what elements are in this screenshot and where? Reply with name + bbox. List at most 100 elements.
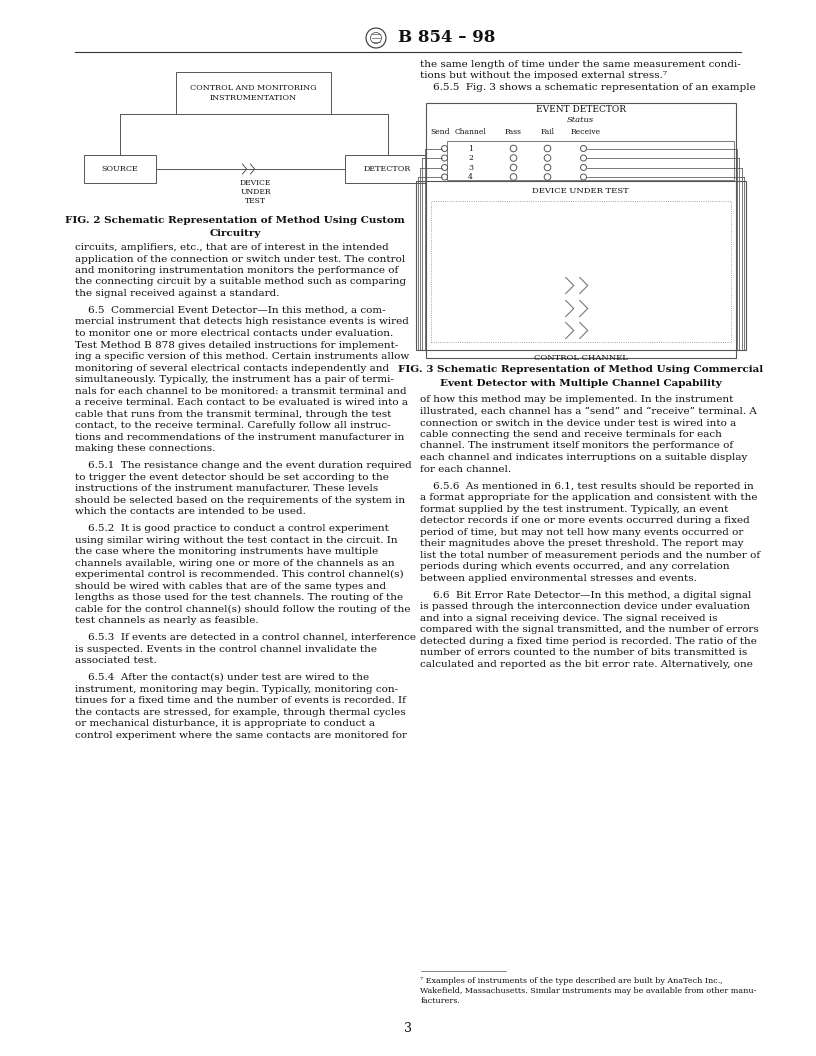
Text: Fail: Fail (540, 129, 555, 136)
Text: FIG. 3 Schematic Representation of Method Using Commercial: FIG. 3 Schematic Representation of Metho… (398, 365, 763, 375)
Text: or mechanical disturbance, it is appropriate to conduct a: or mechanical disturbance, it is appropr… (75, 719, 375, 728)
Text: format supplied by the test instrument. Typically, an event: format supplied by the test instrument. … (420, 505, 729, 513)
Text: ing a specific version of this method. Certain instruments allow: ing a specific version of this method. C… (75, 352, 410, 361)
Text: CONTROL CHANNEL: CONTROL CHANNEL (534, 355, 628, 362)
Text: detector records if one or more events occurred during a fixed: detector records if one or more events o… (420, 516, 750, 525)
Text: between applied environmental stresses and events.: between applied environmental stresses a… (420, 573, 698, 583)
Text: should be wired with cables that are of the same types and: should be wired with cables that are of … (75, 582, 386, 590)
Text: Wakefield, Massachusetts. Similar instruments may be available from other manu-: Wakefield, Massachusetts. Similar instru… (420, 986, 757, 995)
Bar (431, 202, 731, 342)
Text: FIG. 2 Schematic Representation of Method Using Custom: FIG. 2 Schematic Representation of Metho… (65, 216, 405, 225)
Text: period of time, but may not tell how many events occurred or: period of time, but may not tell how man… (420, 528, 744, 536)
Text: and into a signal receiving device. The signal received is: and into a signal receiving device. The … (420, 614, 718, 622)
Text: connection or switch in the device under test is wired into a: connection or switch in the device under… (420, 418, 737, 428)
Text: Test Method B 878 gives detailed instructions for implement-: Test Method B 878 gives detailed instruc… (75, 340, 398, 350)
Text: which the contacts are intended to be used.: which the contacts are intended to be us… (75, 507, 306, 516)
Text: experimental control is recommended. This control channel(s): experimental control is recommended. Thi… (75, 570, 404, 579)
Text: application of the connection or switch under test. The control: application of the connection or switch … (75, 254, 406, 264)
Text: Event Detector with Multiple Channel Capability: Event Detector with Multiple Channel Cap… (440, 379, 721, 388)
Text: each channel and indicates interruptions on a suitable display: each channel and indicates interruptions… (420, 453, 748, 463)
Text: number of errors counted to the number of bits transmitted is: number of errors counted to the number o… (420, 648, 747, 657)
Text: lengths as those used for the test channels. The routing of the: lengths as those used for the test chann… (75, 593, 403, 602)
Text: 6.5  Commercial Event Detector—In this method, a com-: 6.5 Commercial Event Detector—In this me… (75, 306, 386, 315)
Bar (447, 140, 734, 181)
Text: Receive: Receive (570, 129, 601, 136)
Text: should be selected based on the requirements of the system in: should be selected based on the requirem… (75, 495, 405, 505)
Text: cable for the control channel(s) should follow the routing of the: cable for the control channel(s) should … (75, 604, 410, 614)
Text: 6.5.1  The resistance change and the event duration required: 6.5.1 The resistance change and the even… (75, 461, 412, 470)
Text: DETECTOR: DETECTOR (364, 165, 411, 173)
Text: associated test.: associated test. (75, 656, 157, 665)
Text: Send: Send (431, 129, 450, 136)
Text: instrument, monitoring may begin. Typically, monitoring con-: instrument, monitoring may begin. Typica… (75, 684, 398, 694)
Text: contact, to the receive terminal. Carefully follow all instruc-: contact, to the receive terminal. Carefu… (75, 421, 391, 430)
Text: calculated and reported as the bit error rate. Alternatively, one: calculated and reported as the bit error… (420, 660, 753, 668)
Text: list the total number of measurement periods and the number of: list the total number of measurement per… (420, 550, 761, 560)
Text: of how this method may be implemented. In the instrument: of how this method may be implemented. I… (420, 396, 734, 404)
Text: 3: 3 (468, 164, 473, 171)
Text: SOURCE: SOURCE (102, 165, 139, 173)
Text: tions and recommendations of the instrument manufacturer in: tions and recommendations of the instrum… (75, 433, 405, 441)
Text: 6.5.3  If events are detected in a control channel, interference: 6.5.3 If events are detected in a contro… (75, 633, 416, 642)
Text: EVENT DETECTOR: EVENT DETECTOR (536, 105, 626, 114)
Text: facturers.: facturers. (420, 997, 460, 1004)
Text: Status: Status (567, 116, 594, 125)
Text: for each channel.: for each channel. (420, 465, 512, 473)
Text: the signal received against a standard.: the signal received against a standard. (75, 289, 280, 298)
Text: making these connections.: making these connections. (75, 444, 215, 453)
Text: nals for each channel to be monitored: a transmit terminal and: nals for each channel to be monitored: a… (75, 386, 406, 396)
Text: control experiment where the same contacts are monitored for: control experiment where the same contac… (75, 731, 407, 739)
Text: DEVICE UNDER TEST: DEVICE UNDER TEST (532, 188, 629, 195)
Text: monitoring of several electrical contacts independently and: monitoring of several electrical contact… (75, 363, 389, 373)
Text: tinues for a fixed time and the number of events is recorded. If: tinues for a fixed time and the number o… (75, 696, 406, 705)
Text: compared with the signal transmitted, and the number of errors: compared with the signal transmitted, an… (420, 625, 759, 634)
Text: CONTROL AND MONITORING
INSTRUMENTATION: CONTROL AND MONITORING INSTRUMENTATION (190, 84, 317, 101)
Text: tions but without the imposed external stress.⁷: tions but without the imposed external s… (420, 72, 667, 80)
Text: channel. The instrument itself monitors the performance of: channel. The instrument itself monitors … (420, 441, 734, 451)
Text: test channels as nearly as feasible.: test channels as nearly as feasible. (75, 616, 259, 625)
Bar (84, 155, 156, 183)
Text: Pass: Pass (505, 129, 522, 136)
Text: 6.5.6  As mentioned in 6.1, test results should be reported in: 6.5.6 As mentioned in 6.1, test results … (420, 482, 754, 490)
Text: the case where the monitoring instruments have multiple: the case where the monitoring instrument… (75, 547, 379, 557)
Text: using similar wiring without the test contact in the circuit. In: using similar wiring without the test co… (75, 535, 397, 545)
Text: 6.5.2  It is good practice to conduct a control experiment: 6.5.2 It is good practice to conduct a c… (75, 524, 389, 533)
Text: Channel: Channel (455, 129, 486, 136)
Text: is suspected. Events in the control channel invalidate the: is suspected. Events in the control chan… (75, 644, 377, 654)
Text: a format appropriate for the application and consistent with the: a format appropriate for the application… (420, 493, 758, 502)
Text: the same length of time under the same measurement condi-: the same length of time under the same m… (420, 60, 741, 69)
Text: the contacts are stressed, for example, through thermal cycles: the contacts are stressed, for example, … (75, 708, 406, 717)
Text: mercial instrument that detects high resistance events is wired: mercial instrument that detects high res… (75, 318, 409, 326)
Text: instructions of the instrument manufacturer. These levels: instructions of the instrument manufactu… (75, 484, 379, 493)
Text: 6.5.5  Fig. 3 shows a schematic representation of an example: 6.5.5 Fig. 3 shows a schematic represent… (420, 83, 756, 92)
Text: cable connecting the send and receive terminals for each: cable connecting the send and receive te… (420, 430, 722, 439)
Bar (425, 102, 736, 358)
Text: 1: 1 (468, 145, 473, 152)
Text: periods during which events occurred, and any correlation: periods during which events occurred, an… (420, 562, 730, 571)
Text: their magnitudes above the preset threshold. The report may: their magnitudes above the preset thresh… (420, 539, 744, 548)
Text: to monitor one or more electrical contacts under evaluation.: to monitor one or more electrical contac… (75, 329, 393, 338)
Text: is passed through the interconnection device under evaluation: is passed through the interconnection de… (420, 602, 751, 611)
Text: Circuitry: Circuitry (210, 229, 261, 238)
Text: illustrated, each channel has a “send” and “receive” terminal. A: illustrated, each channel has a “send” a… (420, 407, 757, 416)
Text: the connecting circuit by a suitable method such as comparing: the connecting circuit by a suitable met… (75, 278, 406, 286)
Text: simultaneously. Typically, the instrument has a pair of termi-: simultaneously. Typically, the instrumen… (75, 375, 394, 384)
Text: channels available, wiring one or more of the channels as an: channels available, wiring one or more o… (75, 559, 395, 567)
Text: 2: 2 (468, 154, 473, 162)
Text: circuits, amplifiers, etc., that are of interest in the intended: circuits, amplifiers, etc., that are of … (75, 243, 388, 252)
Bar (415, 182, 746, 351)
Text: 6.6  Bit Error Rate Detector—In this method, a digital signal: 6.6 Bit Error Rate Detector—In this meth… (420, 590, 752, 600)
Text: B 854 – 98: B 854 – 98 (398, 30, 495, 46)
Text: 6.5.4  After the contact(s) under test are wired to the: 6.5.4 After the contact(s) under test ar… (75, 673, 369, 682)
Text: cable that runs from the transmit terminal, through the test: cable that runs from the transmit termin… (75, 410, 392, 418)
Text: DEVICE
UNDER
TEST: DEVICE UNDER TEST (240, 180, 271, 206)
Text: to trigger the event detector should be set according to the: to trigger the event detector should be … (75, 472, 389, 482)
Text: 3: 3 (404, 1022, 412, 1035)
Text: ⁷ Examples of instruments of the type described are built by AnaTech Inc.,: ⁷ Examples of instruments of the type de… (420, 977, 723, 985)
Bar (175, 72, 330, 114)
Bar (345, 155, 430, 183)
Text: 4: 4 (468, 173, 473, 181)
Text: a receive terminal. Each contact to be evaluated is wired into a: a receive terminal. Each contact to be e… (75, 398, 408, 407)
Text: and monitoring instrumentation monitors the performance of: and monitoring instrumentation monitors … (75, 266, 398, 275)
Text: detected during a fixed time period is recorded. The ratio of the: detected during a fixed time period is r… (420, 637, 757, 645)
